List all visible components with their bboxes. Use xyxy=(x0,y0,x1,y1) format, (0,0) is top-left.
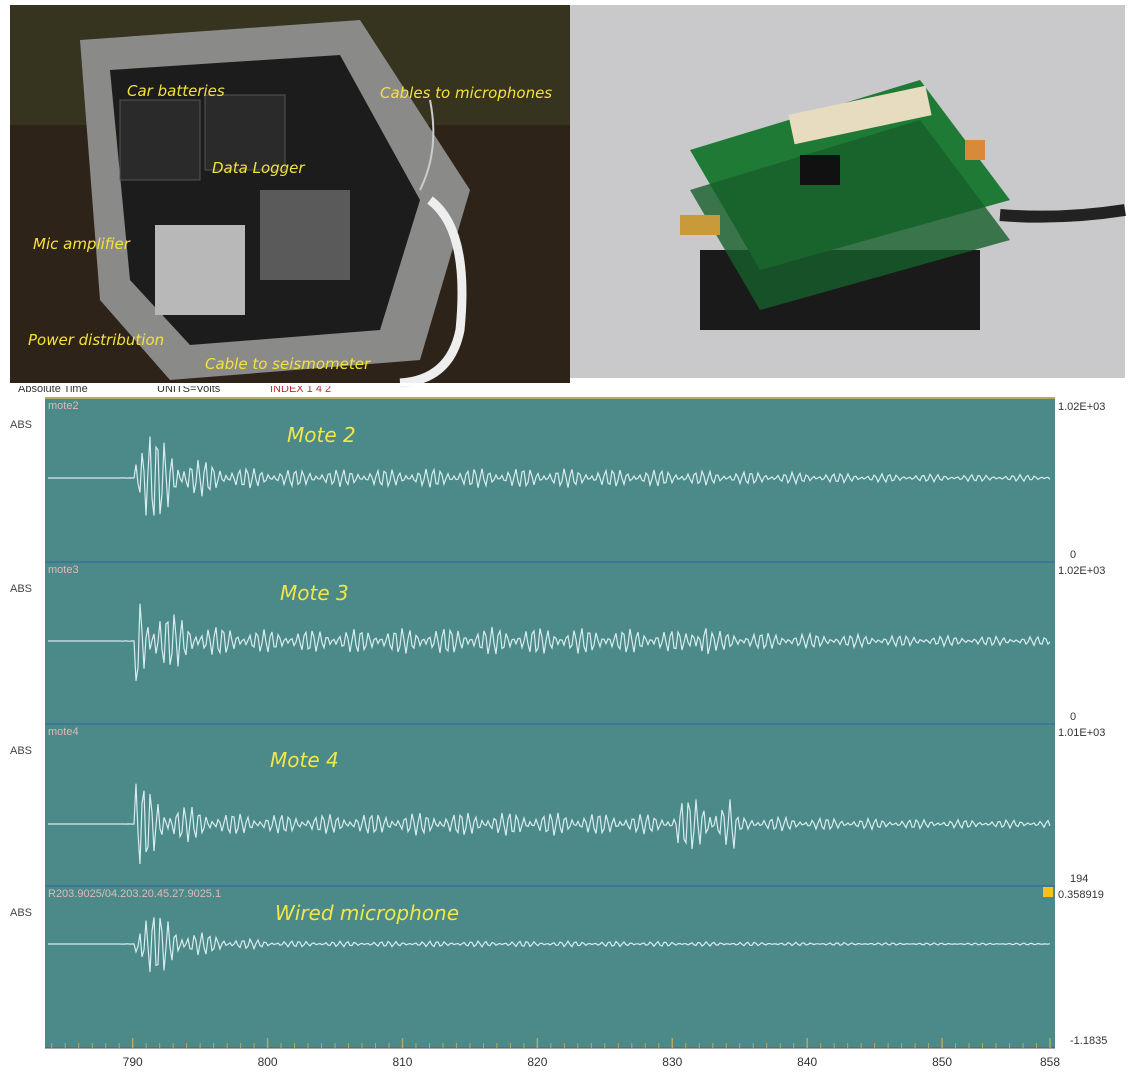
station-label: mote4 xyxy=(48,726,79,738)
station-label: R203.9025/04.203.20.45.27.9025.1 xyxy=(48,888,221,900)
x-tick-label: 820 xyxy=(527,1055,547,1069)
x-tick-label: 858 xyxy=(1040,1055,1060,1069)
side-label: ABS xyxy=(10,419,32,431)
x-tick-label: 800 xyxy=(258,1055,278,1069)
trace-name: Mote 2 xyxy=(287,423,356,447)
photo-label: Power distribution xyxy=(28,331,164,349)
field-box-photo xyxy=(10,5,570,383)
trace-name: Wired microphone xyxy=(275,901,459,925)
x-tick-label: 830 xyxy=(662,1055,682,1069)
side-label: ABS xyxy=(10,583,32,595)
station-label: mote2 xyxy=(48,400,79,412)
photo-label: Mic amplifier xyxy=(33,235,131,253)
scale-bottom: 0 xyxy=(1070,549,1076,561)
x-tick-label: 790 xyxy=(123,1055,143,1069)
side-label: ABS xyxy=(10,907,32,919)
scale-bottom: 0 xyxy=(1070,711,1076,723)
scale-top: 1.01E+03 xyxy=(1058,727,1105,739)
station-label: mote3 xyxy=(48,564,79,576)
scale-top: 0.358919 xyxy=(1058,889,1104,901)
x-tick-label: 850 xyxy=(932,1055,952,1069)
scale-bottom: 194 xyxy=(1070,873,1088,885)
header-cover xyxy=(0,383,1129,386)
trace-name: Mote 4 xyxy=(270,748,339,772)
figure: Car batteries Cables to microphones Data L… xyxy=(0,0,1129,1072)
photo-label: Car batteries xyxy=(127,82,225,100)
side-label: ABS xyxy=(10,745,32,757)
scale-top: 1.02E+03 xyxy=(1058,401,1105,413)
scale-top: 1.02E+03 xyxy=(1058,565,1105,577)
photo-label: Cables to microphones xyxy=(380,84,552,102)
trace-name: Mote 3 xyxy=(280,581,349,605)
photo-label: Data Logger xyxy=(212,159,305,177)
cursor-marker xyxy=(1043,887,1053,897)
waveform-panel xyxy=(45,398,1055,1048)
x-tick-label: 840 xyxy=(797,1055,817,1069)
x-tick-label: 810 xyxy=(392,1055,412,1069)
photo-label: Cable to seismometer xyxy=(205,355,371,373)
mote-photo xyxy=(570,5,1125,378)
scale-bottom: -1.1835 xyxy=(1070,1035,1107,1047)
